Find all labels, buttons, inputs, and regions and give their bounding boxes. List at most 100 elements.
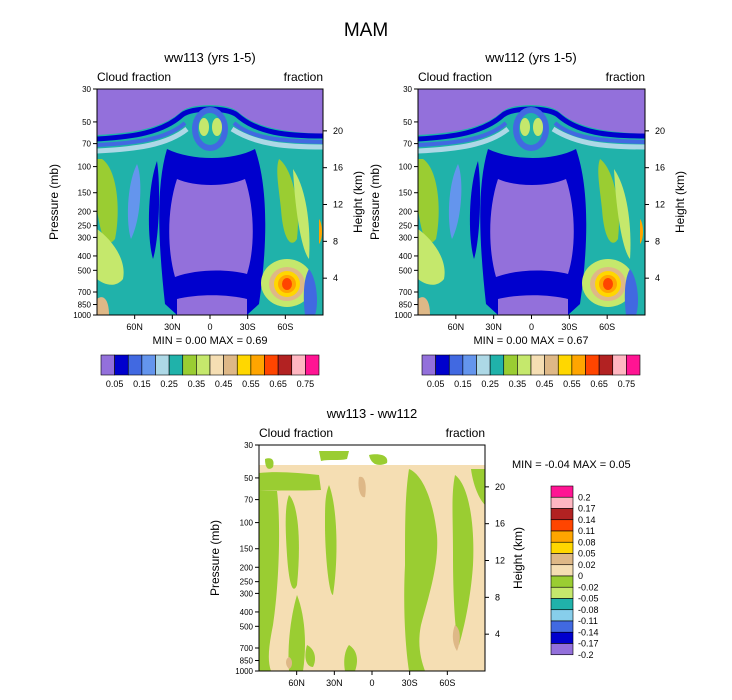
panel-3-ylabel: Pressure (mb) [208,520,222,596]
y-tick-label: 700 [78,288,92,297]
y-tick-label: 100 [78,163,92,172]
y-right-tick-label: 4 [655,273,660,283]
colorbar-box [550,586,574,599]
sh-edge-blue [303,269,317,315]
y-tick-label: 250 [78,222,92,231]
upper-purple-region [97,89,323,135]
y-tick-label: 850 [399,301,413,310]
x-tick-label: 30S [561,322,577,332]
y-tick-label: 150 [240,545,254,554]
colorbar-box [305,354,320,376]
colorbar-box [598,354,614,376]
colorbar-label: 0.02 [578,560,596,570]
y-tick-label: 300 [399,233,413,242]
colorbar-label: 0.17 [578,504,596,514]
colorbar-box [550,508,574,521]
green-nh-column-2 [285,495,299,589]
x-tick-label: 30N [485,322,502,332]
x-tick-label: 60S [439,678,455,688]
colorbar-label: 0.25 [160,379,178,389]
colorbar-box [462,354,477,376]
y-right-tick-label: 12 [495,556,505,566]
panel-3-stats: MIN = -0.04 MAX = 0.05 [512,459,631,471]
colorbar-box [626,354,641,376]
colorbar-label: 0.35 [509,379,527,389]
y-tick-label: 70 [403,140,412,149]
y-tick-label: 100 [399,163,413,172]
x-tick-label: 30N [164,322,181,332]
y-tick-label: 200 [78,207,92,216]
colorbar-box [476,354,491,376]
colorbar-label: -0.11 [578,616,598,626]
panel-2-subtitle-left: Cloud fraction [418,70,492,84]
nh-column-blue [127,164,141,239]
colorbar-label: 0.75 [297,379,315,389]
y-tick-label: 850 [240,657,254,666]
band-light [96,126,324,154]
y-right-tick-label: 4 [495,629,500,639]
y-tick-label: 70 [244,496,253,505]
green-far-right [471,469,485,505]
colorbar-box [612,354,627,376]
y-tick-label: 700 [240,644,254,653]
colorbar-box [544,354,559,376]
colorbar-box [550,553,574,566]
sh-green-column [277,159,299,243]
colorbar-box [127,354,143,376]
colorbar-box [277,354,293,376]
colorbar-box [550,530,574,543]
colorbar-label: -0.2 [578,650,594,660]
colorbar-box [530,354,545,376]
nh-column-blue-2 [469,161,481,259]
colorbar-label: 0.05 [578,549,596,559]
green-upper-left [265,458,274,469]
colorbar-label: -0.17 [578,639,599,649]
y-tick-label: 250 [399,222,413,231]
y-tick-label: 50 [244,474,253,483]
x-tick-label: 30S [402,678,418,688]
panel-1-subtitle-right: fraction [284,70,323,84]
tan-patch-upper [358,476,366,498]
panel-difference: ww113 - ww112 Cloud fraction fraction 30… [208,406,631,688]
colorbar-label: 0.35 [188,379,206,389]
nh-column-blue [448,164,462,239]
panel-1-plot [96,88,324,316]
green-bottom-left-blob [305,645,315,667]
y-right-tick-label: 8 [495,592,500,602]
colorbar-label: 0.55 [563,379,581,389]
nh-corner-tan [418,297,430,315]
y-tick-label: 850 [78,301,92,310]
colorbar-box [550,609,574,622]
panel-1-ylabel-right: Height (km) [351,171,365,233]
colorbar-box [264,354,279,376]
colorbar-box [550,631,574,644]
y-tick-label: 1000 [73,311,91,320]
colorbar-box [550,519,574,532]
colorbar-label: 0.15 [133,379,151,389]
x-tick-label: 60N [288,678,305,688]
y-tick-label: 1000 [235,667,253,676]
panel-2-stats: MIN = 0.00 MAX = 0.67 [474,335,589,347]
colorbar-box [223,354,238,376]
y-tick-label: 300 [78,233,92,242]
tan-patch-bottom [286,657,292,669]
y-tick-label: 1000 [394,311,412,320]
panel-ww112: ww112 (yrs 1-5) Cloud fraction fraction [368,50,687,389]
anvil-green-r [212,118,222,136]
panel-2-plot [417,88,646,316]
sh-light-green [293,169,310,259]
green-mid-column [325,485,337,595]
colorbar-label: 0.15 [454,379,472,389]
y-right-tick-label: 16 [495,519,505,529]
colorbar-box [141,354,156,376]
colorbar-box [489,354,505,376]
panel-3-ylabel-right: Height (km) [511,527,525,589]
nh-green-blob [418,159,439,243]
anvil-green-l [199,118,209,136]
panel-3-plot [258,444,486,672]
panel-2-ylabel-right: Height (km) [673,171,687,233]
colorbar-box [100,354,115,376]
y-tick-label: 500 [240,622,254,631]
y-tick-label: 70 [82,140,91,149]
y-tick-label: 30 [82,85,91,94]
